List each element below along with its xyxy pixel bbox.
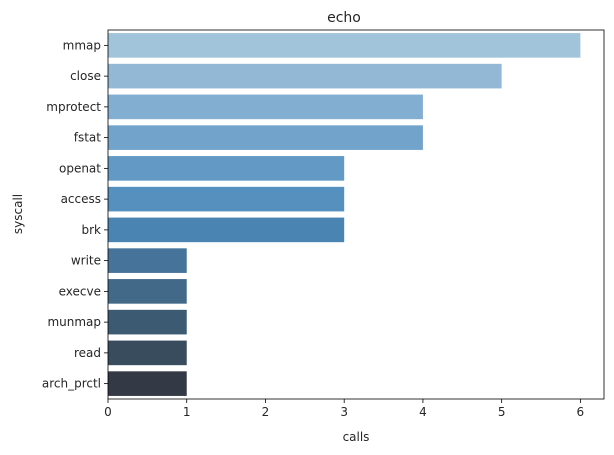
y-tick-label: fstat (74, 131, 102, 145)
y-tick-label: write (71, 254, 101, 268)
x-tick-label: 0 (104, 405, 112, 419)
bar-execve (108, 279, 187, 304)
y-tick-label: close (70, 69, 101, 83)
y-tick-label: execve (59, 284, 101, 298)
bar-access (108, 186, 345, 212)
y-tick-label: openat (59, 161, 101, 175)
x-tick-label: 2 (262, 405, 270, 419)
bar-read (108, 340, 187, 366)
y-tick-label: arch_prctl (42, 377, 101, 391)
chart-title: echo (327, 10, 361, 26)
bar-brk (108, 217, 345, 243)
y-tick-label: read (74, 346, 101, 360)
y-tick-label: munmap (47, 315, 101, 329)
x-tick-label: 4 (419, 405, 427, 419)
y-tick-label: mprotect (46, 100, 101, 114)
plot-frame (107, 29, 605, 400)
x-ticks: 0 1 2 3 4 5 6 (104, 399, 584, 419)
bar-openat (108, 156, 345, 181)
x-tick-label: 3 (340, 405, 348, 419)
bar-fstat (108, 125, 423, 150)
bar-write (108, 248, 187, 273)
y-tick-label: brk (82, 223, 102, 237)
y-tick-label: access (61, 192, 101, 206)
bar-mprotect (108, 94, 423, 120)
bar-arch_prctl (108, 371, 187, 396)
bar-mmap (108, 33, 581, 58)
bar-close (108, 63, 502, 89)
x-tick-label: 1 (183, 405, 191, 419)
y-tick-labels: mmap close mprotect fstat openat access brk wri… (42, 38, 108, 391)
x-tick-label: 6 (577, 405, 585, 419)
bars-group (108, 33, 581, 396)
x-tick-label: 5 (498, 405, 506, 419)
bar-munmap (108, 309, 187, 335)
y-axis-label: syscall (11, 194, 25, 234)
x-axis-label: calls (343, 430, 370, 444)
y-tick-label: mmap (63, 38, 101, 52)
